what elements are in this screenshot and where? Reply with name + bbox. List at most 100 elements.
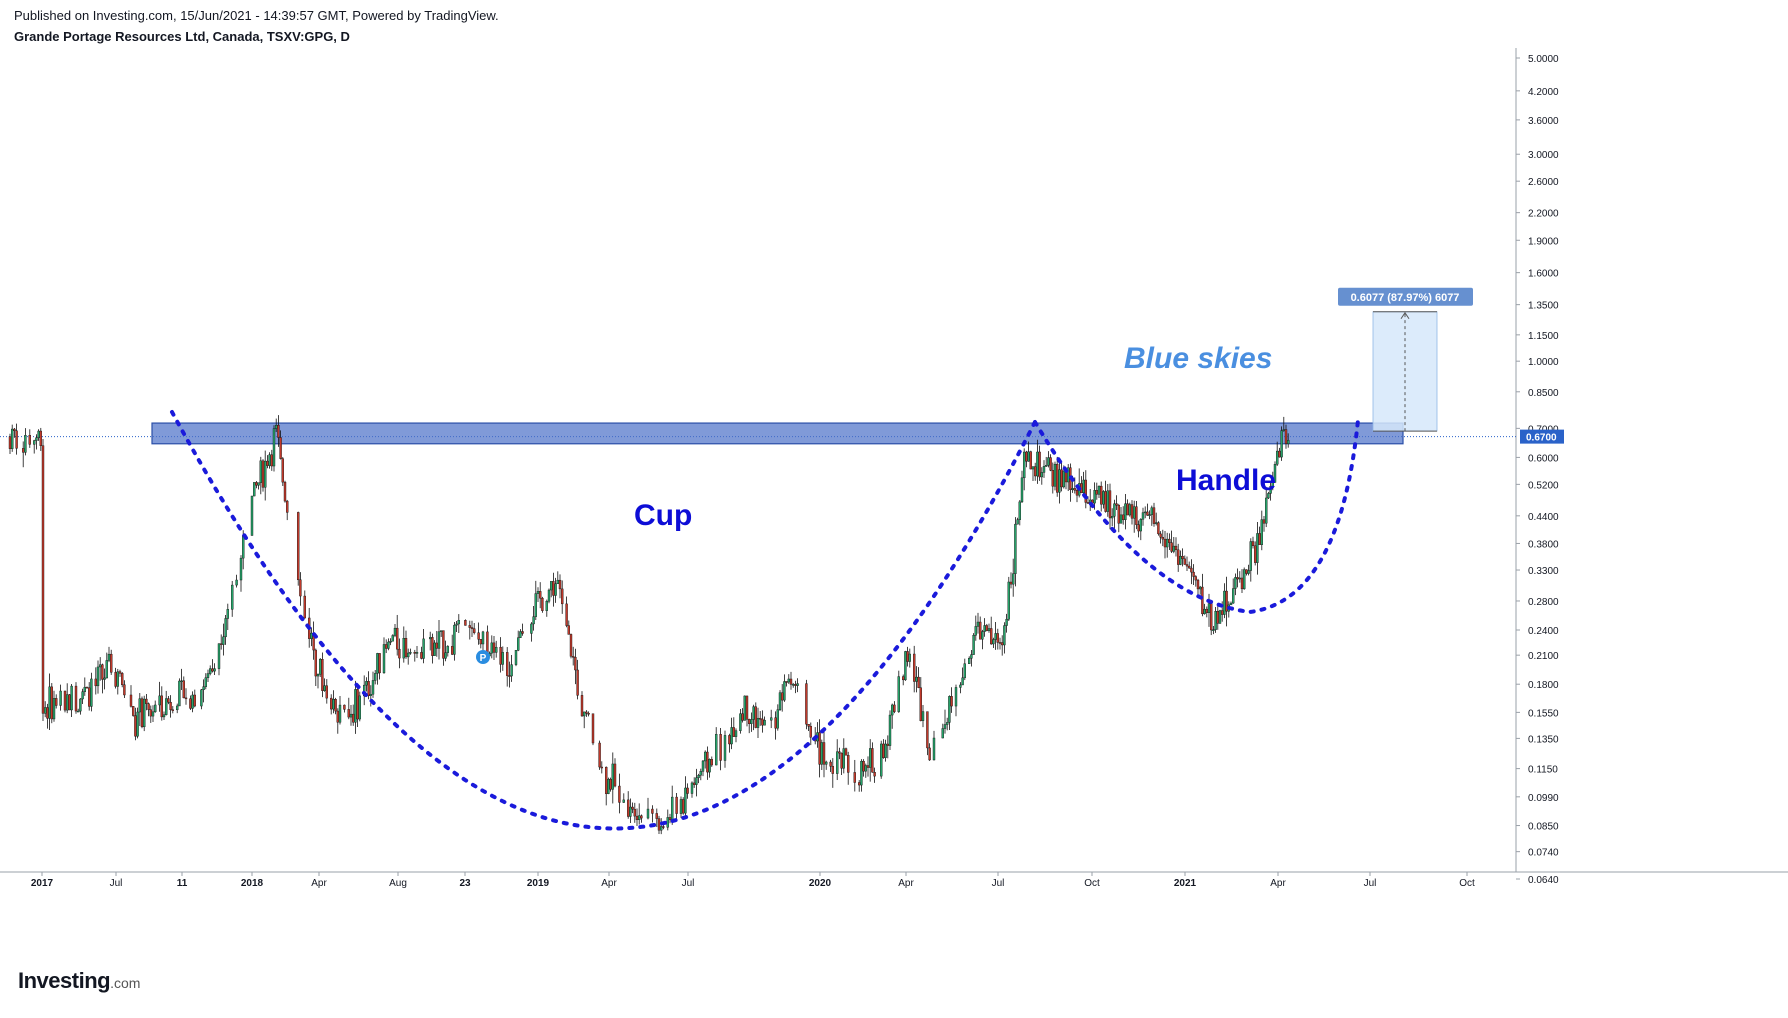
candle bbox=[730, 717, 733, 750]
candle bbox=[607, 777, 610, 795]
candle bbox=[409, 648, 412, 655]
candle bbox=[501, 646, 504, 671]
candle bbox=[323, 678, 326, 692]
candle bbox=[149, 705, 153, 723]
candle bbox=[433, 640, 436, 656]
candle bbox=[517, 630, 520, 652]
candle bbox=[39, 427, 42, 451]
candle bbox=[1023, 448, 1026, 491]
candle bbox=[864, 763, 867, 778]
candle bbox=[1161, 529, 1165, 547]
candle bbox=[286, 499, 289, 521]
y-tick-label: 0.4400 bbox=[1528, 512, 1559, 523]
candle bbox=[470, 620, 474, 638]
candle bbox=[1271, 471, 1275, 491]
candle bbox=[1280, 426, 1283, 461]
candle bbox=[314, 648, 317, 687]
candle bbox=[356, 684, 359, 727]
candle bbox=[224, 615, 227, 645]
candle bbox=[1165, 532, 1169, 558]
candle bbox=[552, 572, 555, 607]
y-tick-label: 0.8500 bbox=[1528, 388, 1559, 399]
y-tick-label: 0.6000 bbox=[1528, 453, 1559, 464]
candle bbox=[1029, 450, 1033, 470]
candle bbox=[1007, 576, 1010, 622]
candle bbox=[829, 759, 832, 772]
resistance-band[interactable] bbox=[151, 422, 1404, 445]
candle bbox=[728, 733, 731, 753]
candle bbox=[1130, 500, 1134, 525]
candle bbox=[158, 681, 161, 712]
candle bbox=[1205, 606, 1209, 618]
candle bbox=[98, 657, 102, 681]
candle bbox=[393, 624, 397, 638]
candle bbox=[435, 630, 438, 657]
candle bbox=[101, 663, 104, 694]
candle bbox=[169, 695, 172, 718]
measure-box[interactable] bbox=[1372, 311, 1438, 432]
candle bbox=[268, 452, 271, 469]
candle bbox=[545, 599, 548, 617]
candle bbox=[103, 668, 106, 690]
candle bbox=[1038, 445, 1041, 481]
candle bbox=[202, 679, 205, 703]
candle bbox=[1174, 537, 1178, 557]
candle bbox=[1082, 471, 1085, 494]
candle bbox=[1005, 613, 1008, 633]
candle bbox=[992, 637, 995, 649]
candle bbox=[178, 678, 181, 707]
candle bbox=[519, 629, 522, 638]
candle bbox=[1086, 496, 1090, 504]
candle bbox=[818, 719, 821, 778]
candle bbox=[79, 698, 82, 715]
y-tick-label: 0.0640 bbox=[1528, 875, 1559, 886]
candle bbox=[1159, 531, 1162, 544]
candle bbox=[789, 671, 793, 690]
candle bbox=[44, 701, 47, 718]
candle bbox=[138, 693, 142, 727]
candle bbox=[303, 590, 306, 619]
x-tick-label: 2019 bbox=[527, 878, 550, 889]
candle bbox=[281, 457, 284, 487]
y-tick-label: 0.2800 bbox=[1528, 597, 1559, 608]
candle bbox=[1187, 561, 1191, 569]
candle bbox=[840, 752, 843, 776]
dividend-marker[interactable]: P bbox=[476, 650, 490, 664]
candle bbox=[389, 638, 392, 646]
candle bbox=[693, 777, 696, 788]
candle bbox=[354, 680, 357, 734]
candle bbox=[719, 727, 722, 771]
candle bbox=[1128, 502, 1132, 517]
candle bbox=[679, 796, 683, 818]
candle bbox=[1231, 578, 1235, 604]
candle bbox=[613, 758, 617, 788]
candle bbox=[1016, 517, 1019, 525]
candle bbox=[633, 802, 636, 823]
candle bbox=[1157, 521, 1160, 536]
candle bbox=[1049, 454, 1052, 472]
candle bbox=[1209, 603, 1213, 636]
y-tick-label: 0.1550 bbox=[1528, 708, 1559, 719]
x-tick-label: Apr bbox=[311, 878, 327, 889]
x-tick-label: 2021 bbox=[1174, 878, 1197, 889]
candle bbox=[1225, 576, 1228, 627]
candle bbox=[954, 684, 958, 717]
candle bbox=[499, 637, 502, 673]
dividend-marker-text: P bbox=[480, 653, 487, 664]
candle bbox=[422, 629, 425, 664]
candle bbox=[477, 622, 480, 645]
candle bbox=[37, 429, 40, 441]
candle bbox=[182, 676, 186, 699]
candle bbox=[723, 730, 727, 768]
candle bbox=[1132, 500, 1136, 533]
investing-logo: Investing.com bbox=[18, 968, 140, 994]
candle bbox=[697, 773, 700, 784]
candle bbox=[402, 626, 405, 663]
candle bbox=[754, 702, 757, 729]
candle bbox=[222, 623, 225, 656]
candle bbox=[118, 669, 122, 677]
candle bbox=[646, 797, 650, 820]
candle bbox=[536, 587, 540, 602]
candle bbox=[277, 415, 280, 447]
